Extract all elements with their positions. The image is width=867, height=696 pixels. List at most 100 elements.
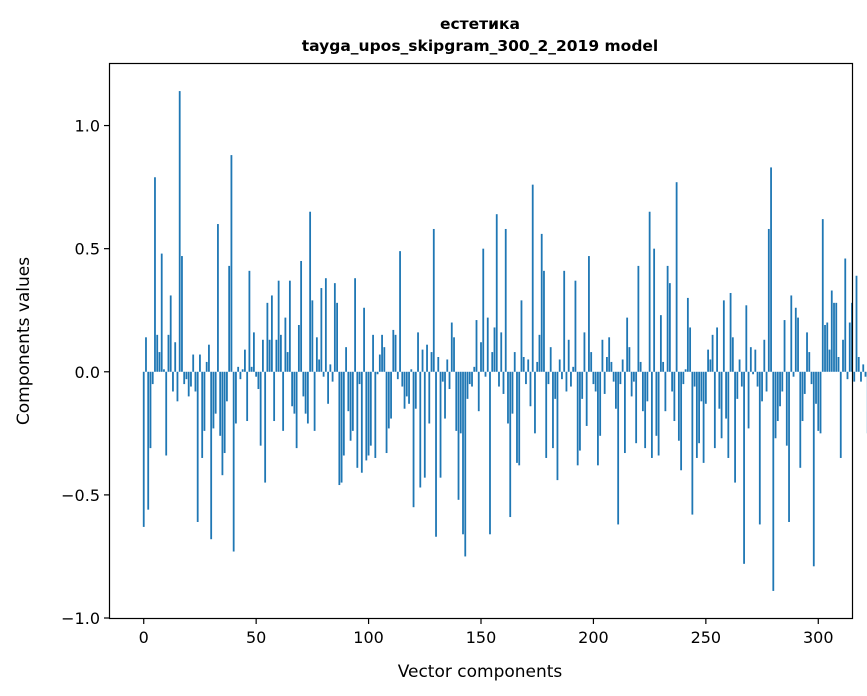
x-tick-label: 150 [466,628,497,647]
bar-239 [680,371,683,471]
bar-161 [504,228,507,372]
bar-228 [655,371,658,436]
bar-29 [208,344,210,372]
bar-145 [468,371,471,385]
bar-165 [513,352,516,372]
bar-82 [327,371,329,404]
bar-266 [740,371,743,387]
bar-175 [536,361,539,372]
bar-3 [149,371,152,449]
bar-16 [178,91,181,372]
bar-186 [561,371,563,380]
bar-172 [529,371,532,407]
bar-181 [549,347,552,372]
bar-256 [718,371,721,409]
bar-202 [597,371,599,466]
x-tick-label: 250 [691,628,722,647]
bar-81 [324,278,327,372]
bar-277 [765,371,768,392]
bar-288 [790,295,793,372]
bar-2 [147,371,150,510]
bar-118 [408,371,410,404]
bar-46 [246,371,249,422]
bar-269 [747,371,750,429]
bar-242 [686,297,689,372]
bar-253 [711,334,714,372]
bar-295 [806,332,808,372]
bar-85 [333,283,336,372]
bar-255 [716,327,718,372]
bar-92 [349,371,352,441]
bar-72 [304,371,307,414]
bar-139 [455,371,458,431]
bar-306 [830,290,833,372]
bar-294 [803,371,806,394]
bar-95 [356,371,359,468]
bar-243 [689,327,692,372]
bar-270 [749,347,752,372]
bar-215 [626,317,629,372]
bar-77 [315,337,318,372]
bar-261 [729,292,732,372]
bar-130 [435,371,437,537]
bar-204 [601,339,604,372]
bar-24 [196,371,199,522]
bar-173 [531,184,534,372]
bar-217 [630,371,633,397]
bar-148 [475,320,478,372]
bar-259 [725,371,727,419]
bar-233 [666,265,669,372]
bar-104 [376,371,379,375]
bar-309 [837,357,840,372]
bar-142 [462,371,464,535]
bar-8 [160,253,163,372]
y-axis-ticks: −1.0 −0.5 0.0 0.5 1.0 [61,117,110,628]
bar-138 [453,337,455,372]
bar-135 [446,359,449,372]
bar-185 [558,359,561,372]
bar-143 [464,371,467,557]
bar-109 [387,371,390,429]
bar-226 [650,371,653,458]
bar-89 [342,371,345,456]
bar-134 [444,371,446,419]
bar-19 [185,371,188,380]
bar-43 [239,371,242,380]
bar-120 [412,371,415,508]
bar-220 [637,265,640,372]
bar-53 [262,339,264,372]
bar-155 [491,352,494,372]
bar-246 [695,371,698,458]
bar-156 [493,327,496,372]
bar-163 [509,371,512,518]
bar-192 [574,280,577,372]
bar-83 [329,364,332,372]
bar-249 [702,371,705,463]
bar-265 [738,359,741,372]
bar-126 [426,344,428,372]
bar-27 [203,371,206,431]
bar-267 [743,371,745,564]
bar-222 [641,371,644,412]
bar-272 [754,349,757,372]
bar-260 [727,371,730,458]
bar-300 [817,371,820,431]
bar-244 [691,371,694,515]
bar-167 [518,371,521,466]
bar-41 [235,371,237,424]
bar-297 [810,371,813,385]
bar-289 [792,371,795,377]
bar-189 [567,339,570,372]
bar-225 [648,211,651,372]
bar-234 [668,283,671,372]
bar-187 [563,270,566,372]
bar-278 [767,228,770,372]
bar-54 [264,371,267,483]
bar-90 [345,347,347,372]
bar-149 [477,371,480,412]
bar-164 [511,371,514,414]
bar-42 [237,366,240,372]
bar-207 [608,337,611,372]
bar-5 [154,177,156,372]
bar-177 [540,233,543,372]
